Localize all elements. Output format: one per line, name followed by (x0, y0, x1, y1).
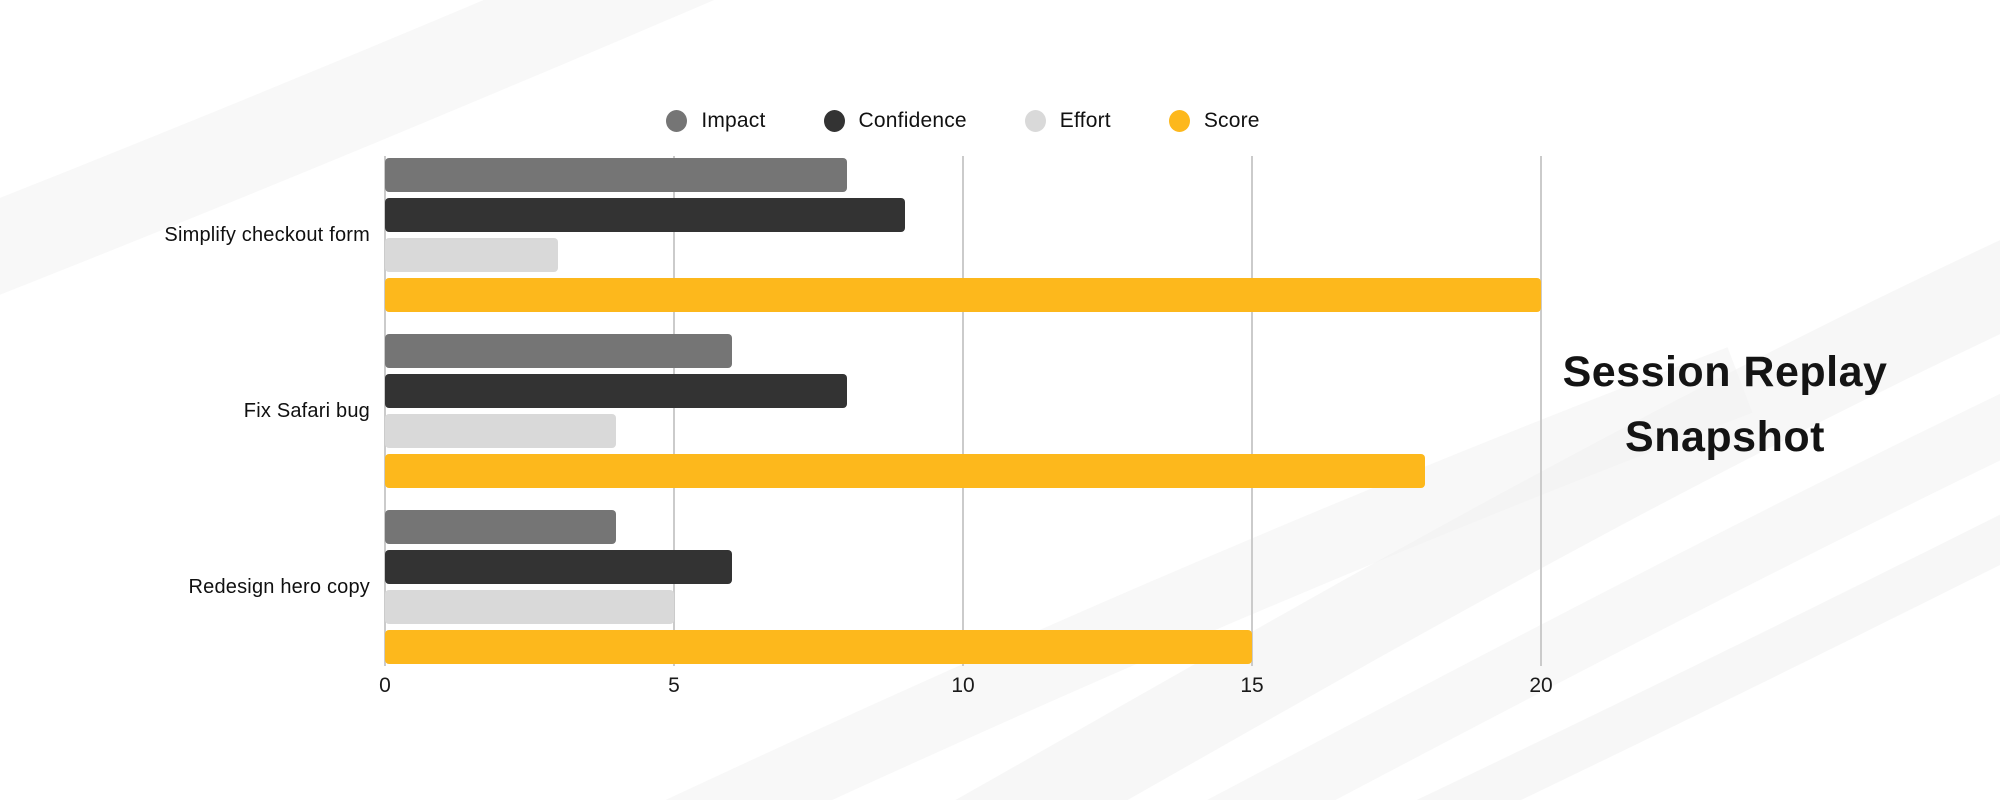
bar-score (385, 454, 1426, 488)
x-tick-label-5: 5 (668, 674, 680, 697)
impact-dot-icon (666, 110, 688, 132)
legend-label-score: Score (1203, 109, 1260, 132)
legend-label-effort: Effort (1059, 109, 1111, 132)
bar-impact (385, 334, 732, 368)
x-tick-label-20: 20 (1529, 674, 1553, 697)
category-row: Redesign hero copy (100, 510, 1541, 664)
effort-dot-icon (1024, 110, 1046, 132)
confidence-dot-icon (823, 110, 845, 132)
gridline-0 (384, 156, 386, 666)
category-row: Fix Safari bug (100, 334, 1541, 488)
chart-title-line2: Snapshot (1625, 412, 1825, 461)
category-label: Fix Safari bug (243, 399, 370, 422)
x-tick-label-0: 0 (379, 674, 391, 697)
legend-item-score[interactable]: Score (1168, 109, 1260, 133)
legend-label-impact: Impact (701, 109, 766, 132)
category-label: Simplify checkout form (164, 223, 370, 246)
legend-item-effort[interactable]: Effort (1024, 109, 1111, 133)
bar-impact (385, 510, 617, 544)
chart-legend: Impact Confidence Effort Score (385, 104, 1541, 138)
legend-item-confidence[interactable]: Confidence (823, 109, 967, 133)
bar-impact (385, 158, 848, 192)
chart-title: Session Replay Snapshot (1495, 340, 1955, 469)
chart-title-line1: Session Replay (1562, 348, 1888, 396)
score-dot-icon (1168, 110, 1190, 132)
x-tick-label-10: 10 (951, 674, 975, 697)
bar-score (385, 278, 1541, 312)
bar-confidence (385, 198, 906, 232)
legend-label-confidence: Confidence (858, 109, 967, 132)
legend-item-impact[interactable]: Impact (666, 109, 765, 133)
category-label: Redesign hero copy (188, 575, 370, 598)
bar-effort (385, 414, 617, 448)
bar-score (385, 630, 1252, 664)
category-bars (385, 334, 1541, 488)
bar-rows: Simplify checkout form Fix Safari bug Rede… (100, 158, 1541, 664)
x-axis: 0 5 10 15 20 (379, 674, 1553, 704)
bar-effort (385, 238, 559, 272)
category-bars (385, 510, 1541, 664)
bar-confidence (385, 550, 732, 584)
category-bars (385, 158, 1541, 312)
bar-confidence (385, 374, 848, 408)
x-tick-label-15: 15 (1240, 674, 1264, 697)
bar-effort (385, 590, 674, 624)
category-row: Simplify checkout form (100, 158, 1541, 312)
